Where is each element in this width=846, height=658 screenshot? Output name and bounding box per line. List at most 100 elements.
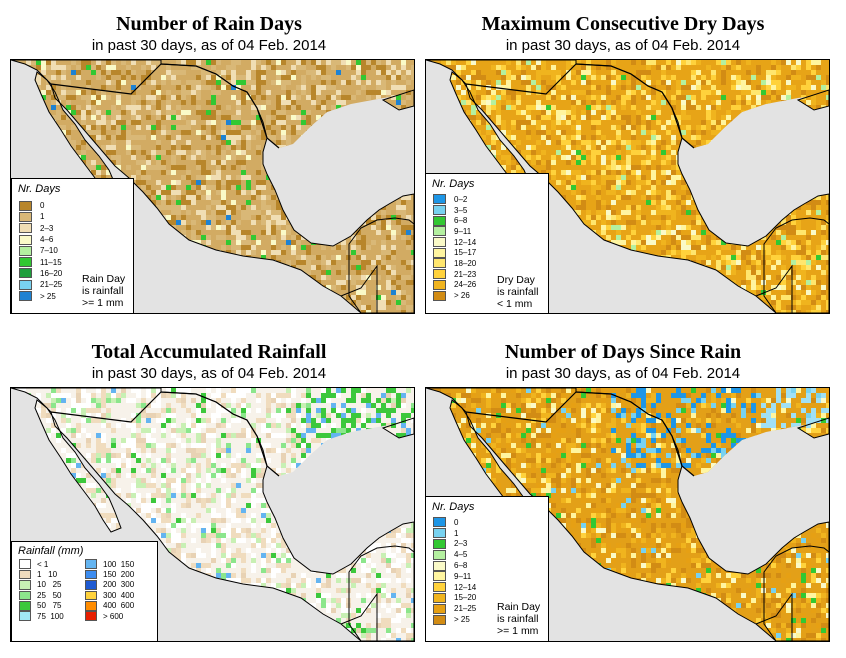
legend-title: Rainfall (mm) [18,545,84,557]
legend-item: 24–26 [426,279,477,291]
legend-note-line: is rainfall [497,613,539,625]
legend-item: 200 300 [78,580,144,590]
legend-label: 15–17 [454,248,477,258]
legend-note-line: Rain Day [497,601,541,613]
legend-swatch [19,223,32,234]
legend-rain-days: Nr. Days 0 1 2–3 4–6 7–10 11–15 16–20 21… [11,178,134,314]
panel-title-rainfall: Total Accumulated Rainfall [91,341,327,363]
legend-label: 21–25 [454,604,477,614]
legend-label: 24–26 [454,280,477,290]
legend-swatch [19,580,31,590]
legend-swatch [433,571,446,582]
us-mexico-border [465,63,695,149]
legend-note: Rain Day is rainfall >= 1 mm [497,601,540,637]
legend-label: 4–5 [454,550,468,560]
legend-label: 21–23 [454,269,477,279]
coastline [381,417,414,439]
legend-label: 6–8 [454,216,468,226]
legend-swatch [19,234,32,245]
legend-swatch [433,247,446,258]
legend-note-line: is rainfall [82,285,124,297]
us-mexico-border [50,391,280,477]
legend-columns: < 1 1 10 10 25 25 50 50 75 75 100 100 15… [12,559,157,621]
legend-item: 0 [12,200,62,211]
southern-border [755,264,793,313]
legend-item: 300 400 [78,590,144,601]
legend-item: 2–3 [12,223,62,234]
legend-label: 11–15 [40,257,62,267]
legend-label: 100 150 [103,559,135,569]
legend-rows: 0 1 2–3 4–6 7–10 11–15 16–20 21–25 > 25 [12,200,62,302]
legend-swatch [433,517,446,528]
coastline [381,89,414,111]
legend-item: 9–11 [426,226,476,237]
legend-item: 4–6 [12,234,62,245]
legend-item: 400 600 [78,601,144,611]
legend-label: 15–20 [454,593,477,603]
legend-item: 2–3 [426,538,476,550]
legend-swatch [85,590,97,601]
coastline [763,217,829,313]
legend-swatch [433,215,446,226]
legend-item: 11–15 [12,256,62,268]
legend-item: 16–20 [12,268,62,279]
legend-swatch [433,226,446,237]
legend-label: 21–25 [40,280,63,290]
legend-item: < 1 [12,559,78,569]
legend-swatch [85,611,97,621]
coastline [348,545,414,641]
legend-swatch [433,614,446,625]
legend-item: 21–25 [426,603,476,614]
legend-swatch [85,601,97,611]
legend-label: 200 300 [103,580,135,590]
legend-label: 12–14 [454,237,477,247]
legend-item: 6–8 [426,560,476,571]
legend-label: 16–20 [40,268,63,278]
legend-column-right: 100 150 150 200 200 300 300 400 400 600 … [78,559,144,621]
legend-rows: 0 1 2–3 4–5 6–8 9–11 12–14 15–20 21–25 >… [426,517,476,625]
legend-swatch [433,592,446,603]
panel-title-since-rain: Number of Days Since Rain [504,341,742,363]
legend-item: 12–14 [426,237,476,248]
legend-item: 50 75 [12,601,78,611]
legend-item: 18–20 [426,258,476,269]
legend-title: Nr. Days [432,178,475,190]
legend-note-line: is rainfall [497,286,539,298]
legend-label: 300 400 [103,590,135,600]
legend-item: 9–11 [426,571,476,582]
legend-label: > 600 [103,611,124,621]
legend-swatch [433,269,446,280]
legend-label: 150 200 [103,570,135,580]
legend-item: 1 [12,211,62,222]
legend-item: 4–5 [426,549,476,560]
legend-swatch [433,538,446,549]
legend-item: 21–25 [12,279,62,290]
legend-label: 6–8 [454,561,468,571]
legend-swatch [433,603,446,614]
southern-border [755,592,793,641]
legend-label: 18–20 [454,258,477,268]
legend-swatch [433,194,446,205]
legend-label: 9–11 [454,226,472,236]
legend-swatch [19,590,31,601]
legend-swatch [433,549,446,560]
legend-item: 1 10 [12,569,78,580]
legend-label: > 25 [454,615,470,625]
legend-swatch [433,528,446,539]
legend-note-line: >= 1 mm [497,625,539,637]
coastline [796,89,829,111]
legend-note-line: < 1 mm [497,298,533,310]
legend-item: > 26 [426,290,476,301]
legend-item: 100 150 [78,559,144,569]
legend-item: 12–14 [426,582,476,593]
legend-swatch [433,258,446,269]
legend-swatch [433,237,446,248]
legend-swatch [433,560,446,571]
legend-label: 75 100 [37,611,64,621]
legend-item: 0 [426,517,476,528]
legend-swatch [85,559,97,569]
legend-label: 25 50 [37,590,62,600]
legend-swatch [19,257,32,268]
legend-swatch [19,569,31,580]
legend-swatch [19,211,32,222]
